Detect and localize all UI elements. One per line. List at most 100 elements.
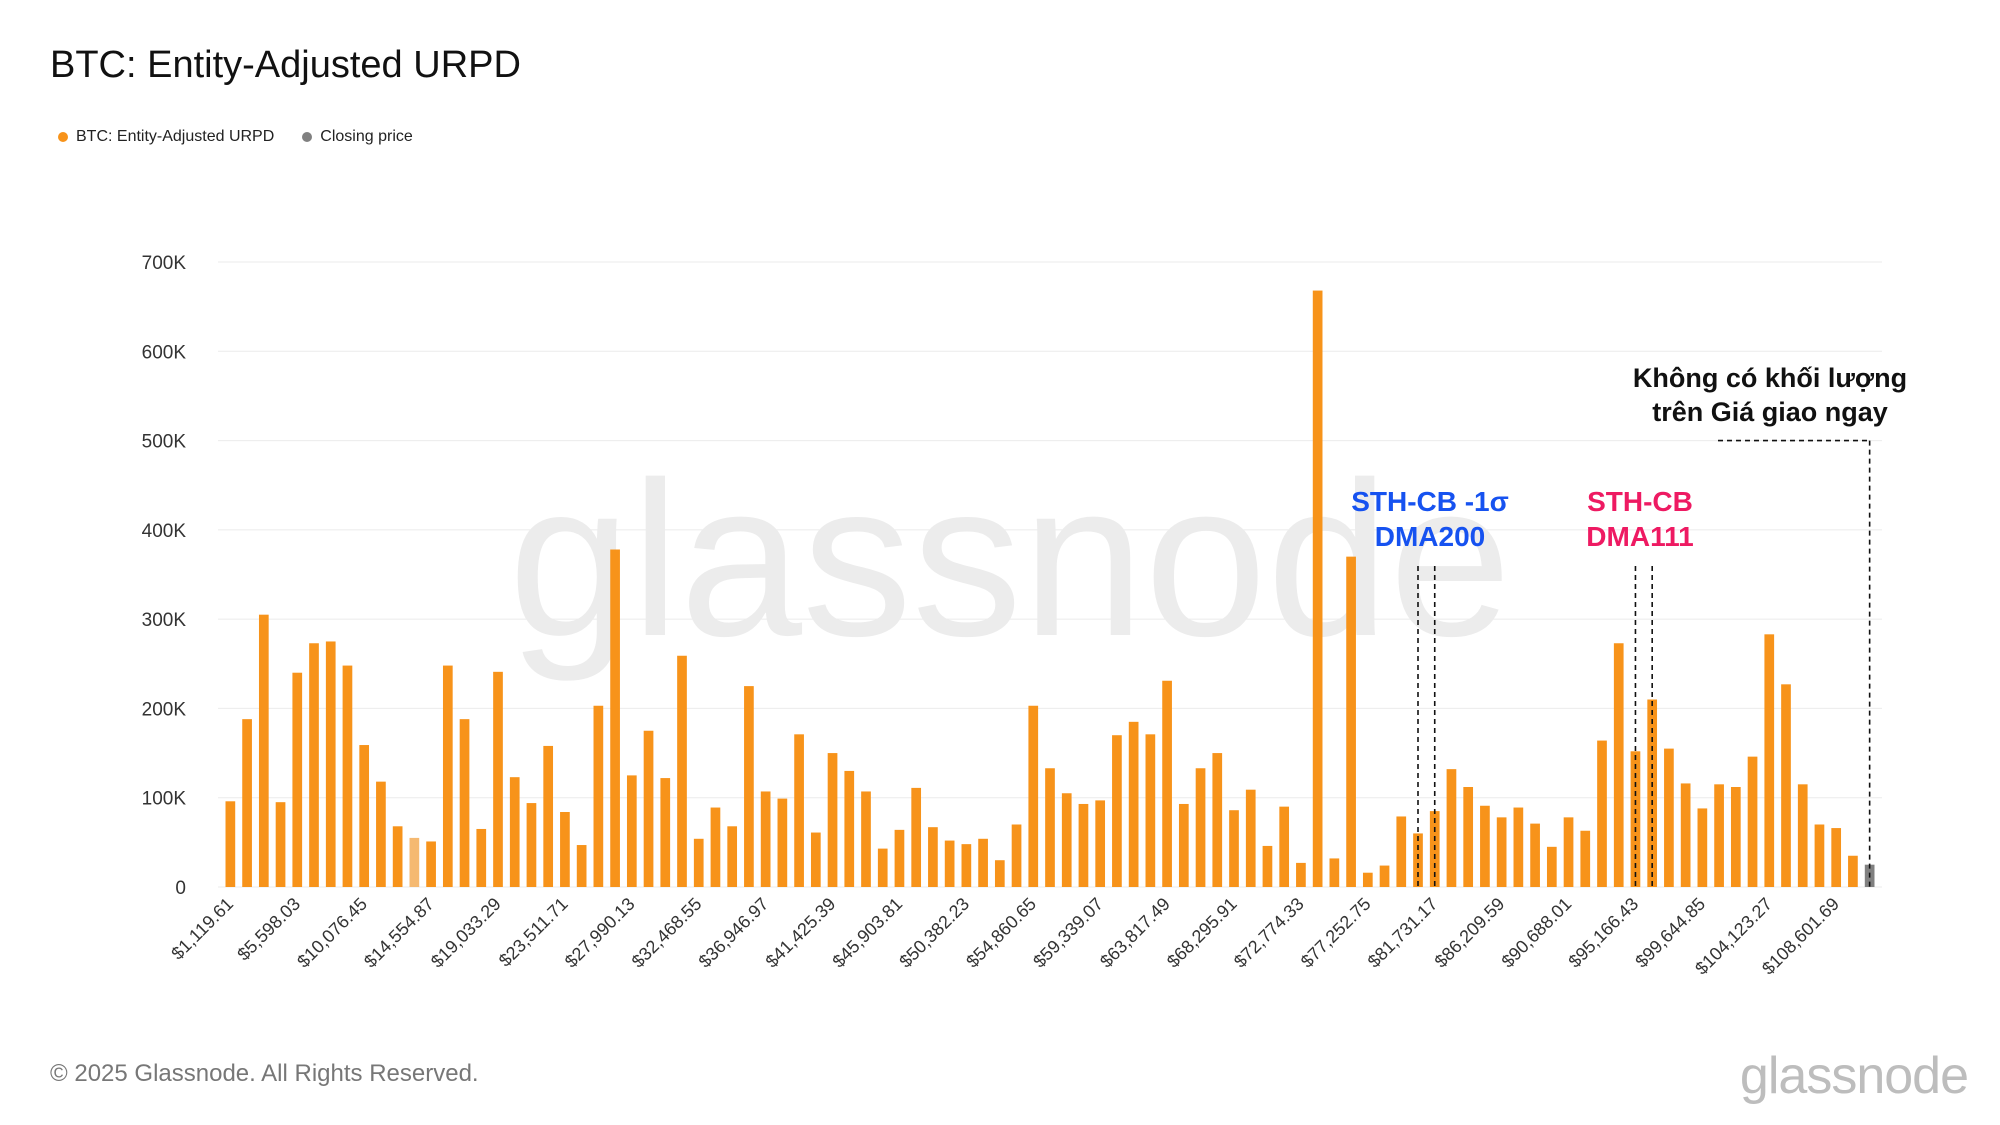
annotation-sth-cb-minus-1sigma: STH-CB -1σ DMA200	[1351, 486, 1509, 552]
chart-title: BTC: Entity-Adjusted URPD	[50, 44, 521, 86]
bar	[1045, 768, 1055, 887]
bar	[610, 549, 620, 887]
x-tick-label: $14,554.87	[360, 894, 438, 972]
bar	[275, 802, 286, 887]
y-tick-label: 200K	[142, 699, 187, 720]
bar	[292, 672, 303, 887]
bar	[1262, 845, 1273, 887]
x-tick-label: $50,382.23	[895, 894, 973, 972]
annotation-lines	[1417, 439, 1871, 887]
bar	[1229, 810, 1239, 887]
bar	[426, 841, 436, 887]
bar	[1680, 783, 1691, 887]
bar	[1814, 824, 1825, 887]
x-tick-label: $81,731.17	[1364, 894, 1442, 972]
bar	[1764, 634, 1775, 887]
x-tick-label: $32,468.55	[628, 894, 706, 972]
bar	[1061, 793, 1072, 887]
bar	[744, 686, 754, 887]
bar	[543, 745, 554, 887]
bar	[1279, 806, 1290, 887]
bar	[325, 641, 336, 887]
bar	[1781, 684, 1791, 887]
bar	[493, 671, 503, 887]
glassnode-logo: glassnode	[1739, 1047, 1969, 1105]
y-tick-label: 300K	[142, 610, 187, 631]
bar	[710, 807, 721, 887]
copyright-footer: © 2025 Glassnode. All Rights Reserved.	[50, 1060, 479, 1087]
x-tick-label: $68,295.91	[1163, 894, 1241, 972]
x-axis-ticks: $1,119.61$5,598.03$10,076.45$14,554.87$1…	[167, 894, 1843, 979]
x-tick-label: $41,425.39	[762, 894, 840, 972]
bar	[1730, 787, 1741, 887]
bar	[342, 665, 353, 887]
bar	[459, 719, 470, 887]
bar	[1496, 817, 1507, 887]
bar	[1831, 828, 1842, 887]
bar	[242, 719, 252, 887]
x-tick-label: $45,903.81	[828, 894, 906, 972]
x-tick-label: $10,076.45	[293, 894, 371, 972]
bar	[626, 775, 637, 887]
bar	[258, 614, 269, 887]
y-axis-ticks: 0 100K 200K 300K 400K 500K 600K 700K	[142, 253, 187, 899]
legend-item-closing-price[interactable]: Closing price	[302, 128, 413, 146]
y-tick-label: 400K	[142, 521, 187, 542]
bar	[1011, 824, 1022, 887]
bar	[1563, 817, 1574, 887]
bar	[777, 798, 788, 887]
bar	[1195, 768, 1206, 887]
bar	[376, 781, 386, 887]
bar	[844, 770, 855, 887]
bars	[225, 290, 1875, 887]
y-tick-label: 0	[175, 878, 186, 899]
bar	[1162, 680, 1172, 887]
bar	[1362, 872, 1373, 887]
bar	[509, 777, 520, 887]
bar	[1513, 807, 1524, 887]
x-tick-label: $1,119.61	[167, 894, 237, 964]
bar	[961, 844, 972, 887]
bar	[1848, 855, 1858, 887]
x-tick-label: $63,817.49	[1096, 894, 1174, 972]
x-tick-label: $27,990.13	[561, 894, 639, 972]
x-tick-label: $90,688.01	[1498, 894, 1576, 972]
bar	[442, 665, 453, 887]
x-tick-label: $72,774.33	[1230, 894, 1308, 972]
bar	[1078, 803, 1089, 887]
x-tick-label: $19,033.29	[427, 894, 505, 972]
bar	[1597, 740, 1607, 887]
x-tick-label: $86,209.59	[1431, 894, 1509, 972]
bar	[1463, 787, 1474, 887]
watermark: glassnode	[509, 436, 1512, 682]
bar	[1346, 556, 1356, 887]
legend: BTC: Entity-Adjusted URPD Closing price	[58, 128, 413, 146]
x-tick-label: $5,598.03	[233, 894, 304, 965]
bar	[1697, 808, 1708, 887]
bar	[911, 787, 922, 887]
bar	[409, 837, 420, 887]
bar	[1245, 789, 1256, 887]
legend-swatch-gray	[302, 132, 313, 142]
legend-swatch-orange	[58, 132, 68, 142]
bar	[1546, 846, 1557, 887]
x-tick-label: $77,252.75	[1297, 894, 1375, 972]
bar	[928, 827, 938, 887]
legend-item-urpd[interactable]: BTC: Entity-Adjusted URPD	[58, 128, 274, 146]
bar	[1714, 784, 1724, 887]
y-tick-label: 500K	[142, 432, 187, 453]
bar	[309, 643, 319, 887]
annotation-no-volume-at-spot: Không có khối lượng trên Giá giao ngay	[1632, 363, 1908, 427]
bar	[794, 734, 804, 887]
bar	[392, 826, 403, 887]
bar	[1747, 756, 1758, 887]
bar	[526, 803, 537, 887]
bar	[1028, 705, 1039, 887]
annotation-sth-cb-dma111: STH-CB DMA111	[1586, 486, 1694, 552]
bar	[1095, 800, 1106, 887]
bar	[1312, 290, 1323, 887]
bar	[576, 845, 587, 887]
bar	[1797, 784, 1808, 887]
x-tick-label: $36,946.97	[695, 894, 773, 972]
